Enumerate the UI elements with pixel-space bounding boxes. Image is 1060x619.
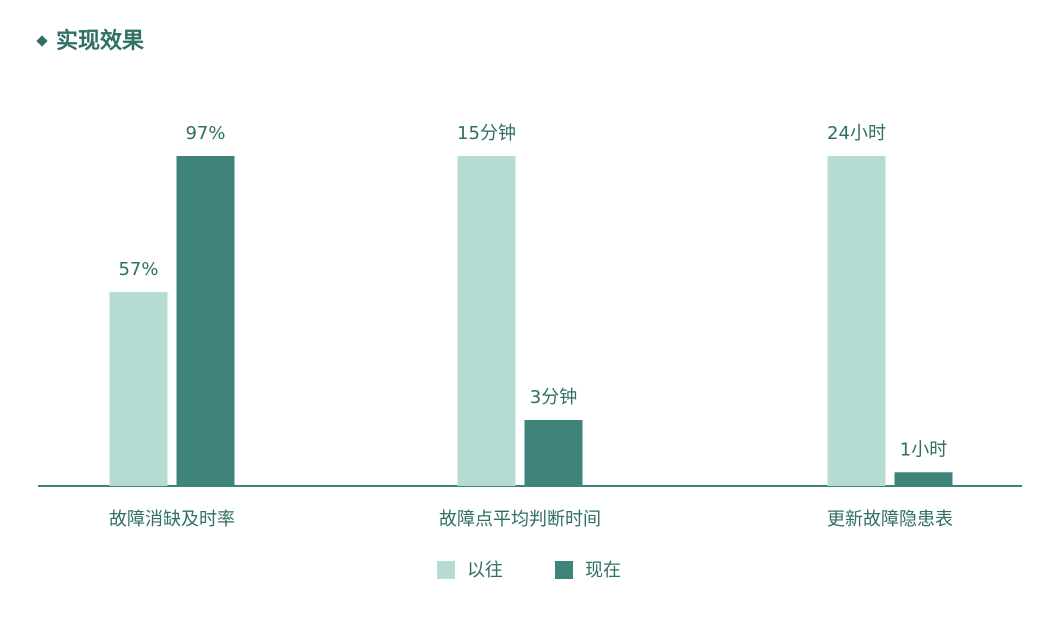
legend-swatch	[437, 561, 455, 579]
bar	[827, 156, 886, 486]
legend-swatch	[555, 561, 573, 579]
value-label: 3分钟	[530, 387, 577, 408]
x-tick-label: 故障点平均判断时间	[439, 509, 601, 530]
bar	[457, 156, 516, 486]
value-label: 57%	[118, 259, 158, 280]
legend-label: 以往	[467, 560, 503, 581]
value-label: 24小时	[827, 123, 886, 144]
bar	[109, 292, 168, 486]
bar	[524, 420, 583, 486]
x-tick-label: 故障消缺及时率	[109, 509, 235, 530]
value-label: 1小时	[900, 439, 947, 460]
bar	[894, 472, 953, 486]
x-tick-label: 更新故障隐患表	[827, 509, 953, 530]
bar	[176, 156, 235, 486]
value-label: 15分钟	[457, 123, 516, 144]
legend-label: 现在	[585, 560, 621, 581]
title-bullet	[36, 35, 48, 47]
chart-title: 实现效果	[56, 28, 144, 54]
value-label: 97%	[185, 123, 225, 144]
